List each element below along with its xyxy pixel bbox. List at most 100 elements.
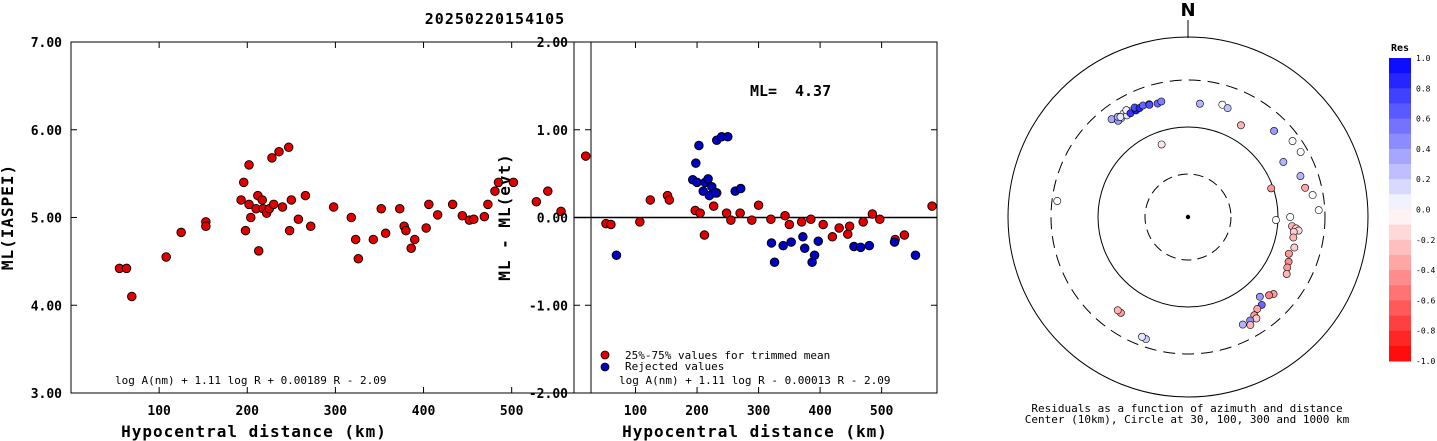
colorbar-segment (1389, 58, 1411, 74)
colorbar-segment (1389, 239, 1411, 256)
magnitude-data-point (176, 227, 186, 238)
azimuth-data-point (1246, 321, 1255, 329)
residual-data-point (786, 237, 796, 247)
azimuth-data-point (1113, 306, 1122, 315)
colorbar-tick-label: 0.6 (1416, 115, 1431, 124)
colorbar-segment (1389, 133, 1411, 150)
magnitude-y-axis-label: ML(IASPEI) (0, 164, 17, 270)
residual-data-point (606, 219, 616, 230)
colorbar-segment (1389, 254, 1411, 271)
magnitude-data-point (268, 199, 279, 210)
colorbar-segment (1389, 209, 1411, 226)
residual-data-point (818, 219, 828, 230)
colorbar-tick-label: 0.2 (1416, 175, 1431, 184)
residual-data-point (813, 236, 824, 246)
residual-data-point (723, 132, 733, 142)
residual-data-point (843, 229, 853, 239)
magnitude-data-point (380, 228, 391, 239)
magnitude-data-point (127, 291, 137, 302)
residual-panel: -2.00 -1.00 0.00 1.00 2.00 100 200 300 400 500 ML… (495, 36, 938, 441)
magnitude-data-point (238, 177, 249, 188)
magnitude-data-point (421, 223, 431, 233)
azimuth-data-point (1301, 183, 1310, 192)
residual-data-point (703, 174, 713, 184)
magnitude-data-point (277, 202, 288, 212)
magnitude-data-point (409, 234, 420, 245)
magnitude-data-point (236, 195, 246, 205)
magnitude-data-point (350, 234, 361, 245)
caption-line-1: Residuals as a function of azimuth and d… (1031, 402, 1342, 415)
residual-data-point (910, 250, 921, 260)
azimuth-points (1053, 97, 1323, 344)
magnitude-x-tick-label: 400 (412, 404, 436, 419)
colorbar-tick-label: -0.8 (1416, 327, 1435, 336)
figure-title: 20250220154105 (425, 10, 565, 28)
magnitude-data-point (300, 190, 311, 201)
azimuth-panel: N Residuals as a function of azimuth and… (1007, 0, 1435, 426)
colorbar-segment (1389, 224, 1411, 241)
residual-data-point (864, 240, 875, 251)
azimuth-data-point (1308, 191, 1317, 199)
residual-data-point (827, 232, 838, 242)
magnitude-data-point (244, 199, 254, 210)
magnitude-axis-ticks: 3.00 4.00 5.00 6.00 7.00 100 200 300 400 500 (31, 36, 591, 419)
azimuth-data-point (1157, 140, 1166, 149)
magnitude-data-point (253, 246, 264, 256)
colorbar-segment (1389, 103, 1411, 120)
residual-data-point (735, 183, 746, 194)
magnitude-data-point (305, 221, 316, 232)
magnitude-panel: 3.00 4.00 5.00 6.00 7.00 100 200 300 400 500 log … (0, 36, 592, 441)
azimuth-data-point (1314, 206, 1323, 215)
colorbar-tick-label: -0.2 (1416, 236, 1435, 245)
legend-marker-rejected (600, 362, 610, 372)
residual-y-tick-label: 1.00 (537, 124, 568, 139)
residual-data-point (796, 217, 807, 227)
ring-300km (1050, 79, 1326, 355)
residual-data-point (710, 188, 721, 198)
magnitude-data-point (201, 221, 211, 232)
caption-line-2: Center (10km), Circle at 30, 100, 300 an… (1025, 413, 1350, 426)
magnitude-data-point (447, 199, 458, 210)
residual-data-point (766, 238, 777, 248)
residual-data-point (927, 201, 937, 211)
magnitude-data-point (293, 214, 304, 225)
colorbar-title: Res (1391, 43, 1409, 54)
magnitude-data-point (328, 202, 339, 212)
azimuth-data-point (1272, 216, 1280, 224)
magnitude-x-axis-label: Hypocentral distance (km) (121, 422, 387, 441)
residual-data-point (834, 223, 844, 233)
residual-data-point (875, 214, 885, 225)
azimuth-data-point (1290, 243, 1299, 252)
magnitude-x-tick-label: 300 (324, 404, 348, 419)
magnitude-data-point (284, 225, 295, 236)
magnitude-y-tick-label: 7.00 (31, 36, 62, 51)
colorbar-segment (1389, 118, 1411, 135)
magnitude-data-point (406, 243, 416, 253)
ml-label: ML= (750, 82, 777, 100)
azimuth-data-point (1289, 233, 1298, 242)
azimuth-data-point (1296, 148, 1305, 156)
azimuth-data-point (1223, 104, 1232, 113)
magnitude-data-point (244, 160, 254, 170)
magnitude-x-tick-label: 100 (147, 404, 171, 419)
residual-data-point (695, 208, 705, 218)
colorbar-segment (1389, 300, 1411, 317)
magnitude-data-point (493, 177, 504, 188)
azimuth-data-point (1116, 113, 1125, 121)
azimuth-data-point (1282, 270, 1291, 278)
colorbar-tick-label: 0.8 (1416, 84, 1431, 93)
magnitude-data-point (240, 225, 251, 236)
legend-label-rejected: Rejected values (625, 360, 724, 373)
colorbar: 1.0 0.8 0.6 0.4 0.2 0.0 -0.2 -0.4 -0.6 -0.8 -1.0 (1389, 54, 1435, 366)
residual-data-point (766, 214, 776, 225)
north-label: N (1180, 0, 1195, 21)
magnitude-data-point (246, 212, 256, 223)
azimuth-data-point (1237, 121, 1245, 130)
residual-x-tick-label: 200 (685, 404, 709, 419)
residual-data-point (889, 237, 900, 247)
azimuth-data-point (1267, 184, 1276, 193)
magnitude-data-point (283, 142, 294, 153)
colorbar-segment (1389, 270, 1411, 286)
magnitude-y-tick-label: 4.00 (31, 299, 62, 314)
residual-y-tick-label: 0.00 (537, 212, 568, 227)
